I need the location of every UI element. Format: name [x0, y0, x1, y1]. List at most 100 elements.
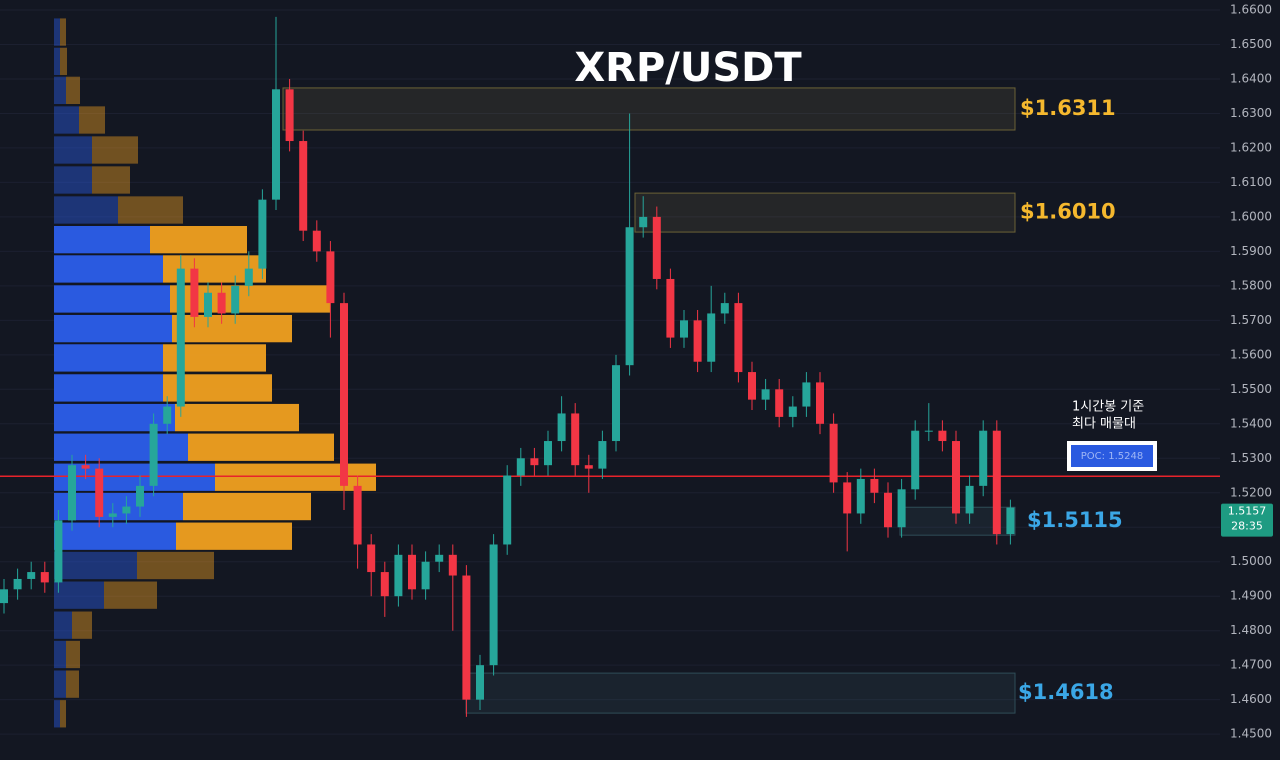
profile-sell [79, 106, 105, 134]
profile-buy [54, 106, 79, 134]
candle-body [979, 430, 988, 486]
candle-body [27, 572, 36, 579]
y-tick-label: 1.4500 [1230, 727, 1272, 741]
profile-sell [172, 314, 292, 343]
profile-sell [137, 551, 214, 580]
candle-body [829, 423, 838, 483]
candle-body [530, 458, 539, 466]
candle-body [938, 430, 947, 442]
candle-body [394, 554, 403, 597]
candle-body [326, 251, 335, 304]
candle-body [163, 406, 172, 424]
profile-buy [54, 136, 92, 164]
y-tick-label: 1.4900 [1230, 589, 1272, 603]
candle-body [489, 544, 498, 666]
profile-sell [104, 581, 157, 609]
profile-buy [54, 700, 60, 728]
candle-body [870, 478, 879, 493]
annotation: 최다 매물대 [1072, 417, 1136, 432]
zone-label: $1.6311 [1020, 96, 1116, 120]
candle-body [204, 292, 212, 317]
candle-body [299, 141, 308, 231]
candle-body [476, 665, 484, 700]
poc-label: POC: 1.5248 [1081, 451, 1143, 462]
profile-sell [72, 611, 92, 639]
y-tick-label: 1.5500 [1230, 382, 1272, 396]
candle-body [816, 382, 824, 424]
candle-body [217, 292, 226, 314]
candle-body [992, 430, 1001, 535]
zone-label: $1.4618 [1018, 680, 1114, 704]
profile-sell [66, 76, 80, 104]
candle-body [924, 430, 933, 432]
candle-body [353, 485, 362, 545]
y-tick-label: 1.5300 [1230, 451, 1272, 465]
candle-body [856, 478, 865, 514]
last-price-tag [1221, 503, 1273, 537]
candle-body [612, 365, 620, 442]
candle-body [108, 513, 117, 517]
profile-buy [54, 255, 163, 283]
profile-buy [54, 226, 150, 254]
candle-body [748, 372, 756, 400]
zone-label: $1.5115 [1027, 508, 1123, 532]
candle-body [802, 382, 811, 407]
profile-buy [54, 18, 60, 46]
y-tick-label: 1.5800 [1230, 278, 1272, 292]
candle-body [557, 413, 566, 442]
candle-body [68, 465, 76, 521]
y-tick-label: 1.6600 [1230, 3, 1272, 17]
zone [634, 192, 1016, 233]
profile-sell [60, 18, 66, 46]
candle-body [965, 485, 974, 514]
candle-body [516, 458, 525, 476]
candle-body [367, 544, 376, 573]
candle-body [408, 554, 416, 590]
candle-body [40, 572, 49, 583]
y-tick-label: 1.6400 [1230, 71, 1272, 85]
y-tick-label: 1.5900 [1230, 244, 1272, 258]
candle-body [761, 389, 770, 400]
y-tick-label: 1.6300 [1230, 106, 1272, 120]
candle-body [435, 554, 444, 562]
candle-body [720, 303, 729, 314]
candle-body [285, 89, 294, 142]
profile-sell [183, 492, 311, 521]
candle-body [272, 89, 280, 200]
profile-buy [54, 640, 66, 669]
zone [465, 672, 1016, 714]
candle-body [149, 423, 158, 486]
profile-buy [54, 581, 104, 609]
profile-sell [118, 196, 183, 224]
y-tick-label: 1.4600 [1230, 692, 1272, 706]
candle-body [897, 489, 906, 528]
profile-buy [54, 551, 137, 580]
candle-body [136, 485, 144, 507]
candle-body [462, 575, 471, 700]
y-tick-label: 1.5400 [1230, 416, 1272, 430]
candle-body [122, 506, 131, 514]
candle-body [775, 389, 784, 417]
candle-body [639, 216, 648, 228]
candle-body [81, 465, 90, 469]
profile-buy [54, 314, 172, 343]
y-tick-label: 1.5700 [1230, 313, 1272, 327]
profile-buy [54, 47, 60, 76]
candle-body [13, 578, 22, 590]
candle-body [693, 320, 702, 362]
candle-body [380, 572, 389, 597]
profile-sell [176, 522, 292, 550]
candle-body [584, 465, 593, 469]
last-price: 1.5157 [1228, 505, 1267, 518]
candle-body [176, 268, 185, 407]
candle-body [231, 285, 240, 314]
candle-body [0, 589, 8, 604]
profile-sell [92, 166, 130, 194]
profile-buy [54, 611, 72, 639]
profile-sell [60, 47, 67, 76]
candle-body [598, 441, 607, 469]
y-tick-label: 1.5200 [1230, 485, 1272, 499]
candle-body [312, 230, 321, 252]
profile-buy [54, 344, 163, 372]
